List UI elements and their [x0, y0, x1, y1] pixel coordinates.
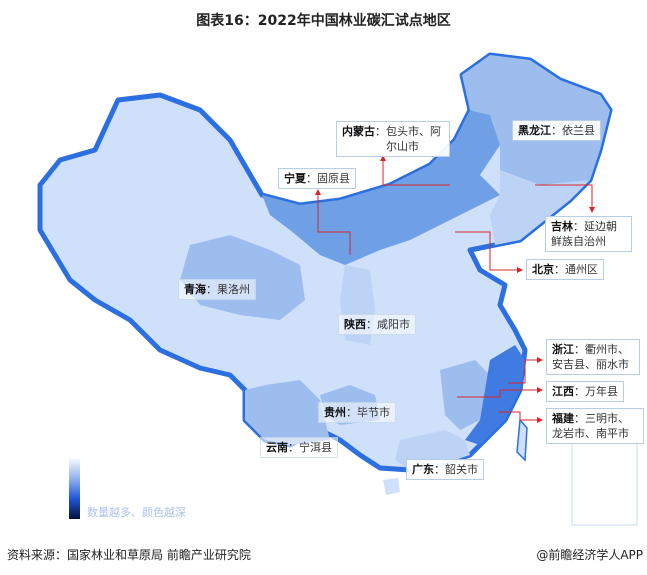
region-inner-mongolia — [262, 110, 500, 265]
label-qinghai: 青海：果洛州 — [178, 279, 256, 300]
label-jilin: 吉林：延边朝鲜族自治州 — [545, 216, 632, 252]
label-shaanxi: 陕西：咸阳市 — [338, 314, 416, 335]
label-yunnan: 云南：宁洱县 — [260, 437, 338, 458]
credit: @前瞻经济学人APP — [536, 548, 643, 562]
label-jiangxi: 江西：万年县 — [546, 381, 624, 402]
taiwan — [516, 418, 528, 462]
leader-zhejiang — [508, 357, 543, 384]
hainan — [383, 478, 400, 495]
label-zhejiang: 浙江：衢州市、安吉县、丽水市 — [546, 339, 640, 375]
leader-jilin — [535, 184, 595, 213]
label-guangdong: 广东：韶关市 — [406, 459, 484, 480]
region-jiangxi — [440, 360, 490, 430]
region-jilin-liaoning — [490, 170, 590, 245]
legend-text: 数量越多、颜色越深 — [87, 506, 186, 519]
south-china-sea-inset — [571, 429, 638, 526]
label-beijing: 北京：通州区 — [526, 259, 604, 280]
label-guizhou: 贵州：毕节市 — [318, 402, 396, 423]
figure-title: 图表16：2022年中国林业碳汇试点地区 — [196, 13, 451, 29]
label-fujian: 福建：三明市、龙岩市、南平市 — [546, 408, 644, 444]
leader-ningxia — [315, 189, 351, 255]
source-note: 资料来源：国家林业和草原局 前瞻产业研究院 — [7, 548, 251, 562]
leader-jiangxi — [457, 387, 543, 398]
region-yunnan — [245, 380, 330, 445]
legend-color-bar — [69, 459, 80, 519]
label-inner-mongolia: 内蒙古：包头市、阿尔山市 — [336, 121, 450, 157]
leader-fujian — [498, 411, 543, 423]
leader-inner-mongolia — [380, 155, 450, 186]
label-heilongjiang: 黑龙江：依兰县 — [512, 120, 601, 141]
region-zhejiang-fujian — [465, 345, 525, 445]
label-ningxia: 宁夏：固原县 — [278, 168, 356, 189]
leader-beijing — [455, 231, 523, 273]
leader-lines — [315, 155, 595, 423]
